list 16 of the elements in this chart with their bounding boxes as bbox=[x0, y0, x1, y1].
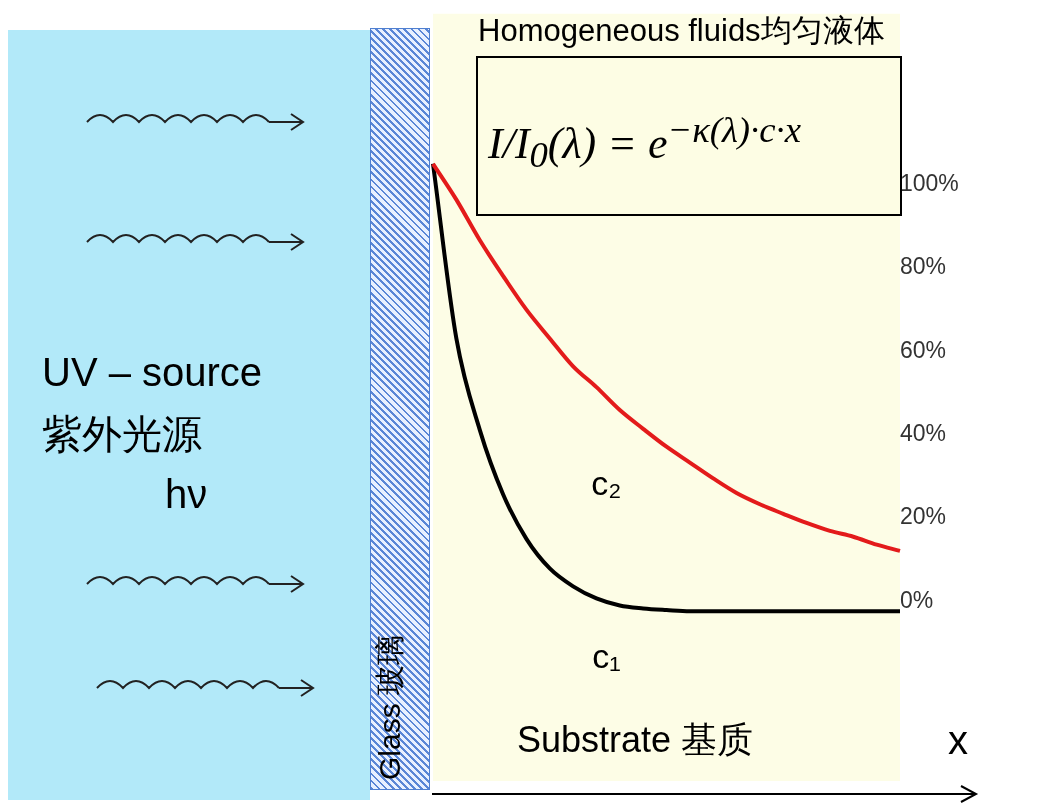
y-tick-label: 40% bbox=[900, 420, 947, 446]
annotation: Substrate 基质 bbox=[517, 718, 754, 762]
x-axis-title: x bbox=[948, 718, 968, 763]
y-tick-label: 80% bbox=[900, 253, 947, 280]
text: Glass 玻璃 bbox=[372, 634, 407, 780]
text: UV – source bbox=[42, 349, 263, 396]
chart-title: Homogeneous fluids均匀液体 bbox=[478, 12, 885, 50]
series-label: c₁ bbox=[592, 636, 621, 675]
y-tick-label: 60% bbox=[900, 336, 947, 363]
text: hν bbox=[165, 471, 208, 518]
annotation: I/I$_{0}$(λ) = e$^{−κ(λ)·c·x}$ bbox=[488, 108, 801, 178]
series-label: c₂ bbox=[591, 463, 622, 502]
y-tick-label: 0% bbox=[900, 586, 934, 613]
text: 紫外光源 bbox=[42, 411, 202, 458]
y-tick-label: 100% bbox=[900, 169, 959, 196]
y-tick-label: 20% bbox=[900, 503, 947, 530]
